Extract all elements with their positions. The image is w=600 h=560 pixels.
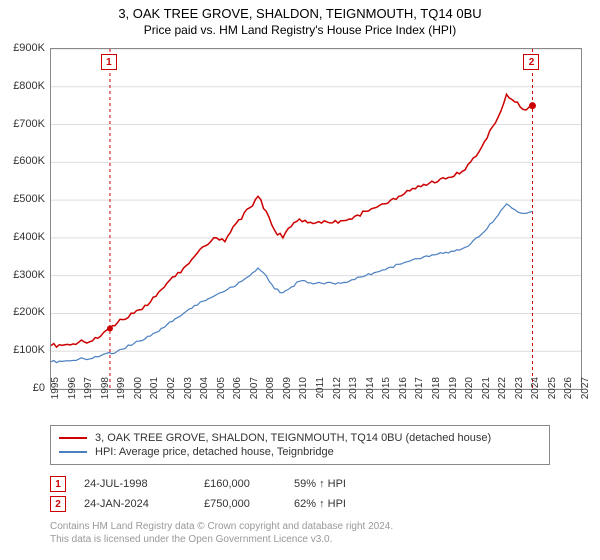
y-tick-label: £600K	[0, 155, 45, 167]
x-tick-label: 2006	[232, 377, 243, 407]
x-tick-label: 1999	[116, 377, 127, 407]
sales-row-1: 1 24-JUL-1998 £160,000 59% ↑ HPI	[50, 476, 394, 492]
legend-item-property: 3, OAK TREE GROVE, SHALDON, TEIGNMOUTH, …	[59, 432, 541, 444]
x-tick-label: 2022	[497, 377, 508, 407]
attribution-footer: Contains HM Land Registry data © Crown c…	[50, 520, 393, 546]
x-tick-label: 2002	[166, 377, 177, 407]
chart-plot-area	[50, 48, 582, 390]
footer-line-2: This data is licensed under the Open Gov…	[50, 533, 393, 546]
legend-swatch-hpi	[59, 451, 87, 453]
legend-label-property: 3, OAK TREE GROVE, SHALDON, TEIGNMOUTH, …	[95, 432, 491, 444]
marker-icon-1: 1	[50, 476, 66, 492]
x-tick-label: 2000	[133, 377, 144, 407]
legend-item-hpi: HPI: Average price, detached house, Teig…	[59, 446, 541, 458]
y-tick-label: £700K	[0, 118, 45, 130]
chart-marker-1: 1	[101, 54, 117, 70]
x-tick-label: 1998	[100, 377, 111, 407]
x-tick-label: 2019	[448, 377, 459, 407]
x-tick-label: 2009	[282, 377, 293, 407]
x-tick-label: 2014	[365, 377, 376, 407]
x-tick-label: 2026	[563, 377, 574, 407]
y-tick-label: £100K	[0, 344, 45, 356]
y-tick-label: £800K	[0, 80, 45, 92]
sale-price-2: £750,000	[204, 498, 294, 510]
legend-label-hpi: HPI: Average price, detached house, Teig…	[95, 446, 334, 458]
x-tick-label: 2005	[216, 377, 227, 407]
x-tick-label: 2015	[381, 377, 392, 407]
y-tick-label: £300K	[0, 269, 45, 281]
chart-marker-2: 2	[523, 54, 539, 70]
x-tick-label: 2024	[530, 377, 541, 407]
y-tick-label: £400K	[0, 231, 45, 243]
x-tick-label: 2018	[431, 377, 442, 407]
x-tick-label: 2023	[514, 377, 525, 407]
legend-swatch-property	[59, 437, 87, 439]
sales-table: 1 24-JUL-1998 £160,000 59% ↑ HPI 2 24-JA…	[50, 472, 394, 516]
legend: 3, OAK TREE GROVE, SHALDON, TEIGNMOUTH, …	[50, 425, 550, 465]
x-tick-label: 2007	[249, 377, 260, 407]
x-tick-label: 2004	[199, 377, 210, 407]
x-tick-label: 2021	[481, 377, 492, 407]
x-tick-label: 2011	[315, 377, 326, 407]
y-tick-label: £0	[0, 382, 45, 394]
x-tick-label: 2008	[265, 377, 276, 407]
x-tick-label: 1997	[83, 377, 94, 407]
y-tick-label: £900K	[0, 42, 45, 54]
x-tick-label: 1995	[50, 377, 61, 407]
x-tick-label: 2013	[348, 377, 359, 407]
x-tick-label: 2012	[332, 377, 343, 407]
y-tick-label: £200K	[0, 306, 45, 318]
x-tick-label: 1996	[67, 377, 78, 407]
x-tick-label: 2020	[464, 377, 475, 407]
x-tick-label: 2017	[414, 377, 425, 407]
y-tick-label: £500K	[0, 193, 45, 205]
x-tick-label: 2025	[547, 377, 558, 407]
chart-title: 3, OAK TREE GROVE, SHALDON, TEIGNMOUTH, …	[0, 0, 600, 21]
x-tick-label: 2010	[298, 377, 309, 407]
sale-hpi-2: 62% ↑ HPI	[294, 498, 394, 510]
x-tick-label: 2001	[149, 377, 160, 407]
x-tick-label: 2016	[398, 377, 409, 407]
x-tick-label: 2027	[580, 377, 591, 407]
sale-price-1: £160,000	[204, 478, 294, 490]
marker-icon-2: 2	[50, 496, 66, 512]
x-tick-label: 2003	[183, 377, 194, 407]
chart-svg	[51, 49, 581, 389]
chart-subtitle: Price paid vs. HM Land Registry's House …	[0, 21, 600, 41]
footer-line-1: Contains HM Land Registry data © Crown c…	[50, 520, 393, 533]
sale-date-2: 24-JAN-2024	[84, 498, 204, 510]
sale-date-1: 24-JUL-1998	[84, 478, 204, 490]
sale-hpi-1: 59% ↑ HPI	[294, 478, 394, 490]
sales-row-2: 2 24-JAN-2024 £750,000 62% ↑ HPI	[50, 496, 394, 512]
